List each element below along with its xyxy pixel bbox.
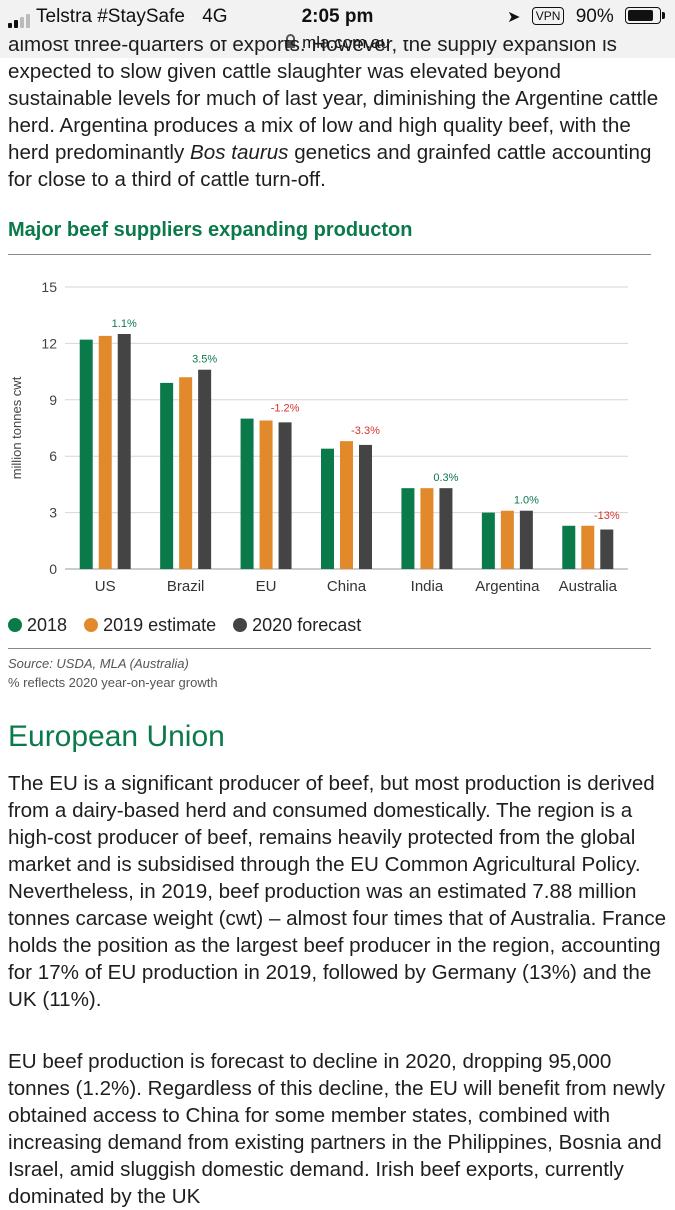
bar-india-1 [420,488,434,569]
growth-label: -3.3% [351,425,380,437]
legend-dot [233,618,248,632]
y-tick-label: 6 [49,448,57,464]
bar-india-2 [439,488,453,569]
bar-china-1 [340,441,353,569]
bar-eu-1 [259,420,273,569]
legend-dot [84,618,99,632]
section-heading: European Union [8,720,225,753]
growth-label: 0.3% [433,472,458,484]
bar-chart: 0 3 6 9 12 15 million tonnes cwt 1.1% US 3.5% Braz… [9,279,628,595]
y-tick-label: 9 [49,392,57,408]
legend-item-2018: 2018 [8,615,67,636]
bar-australia-1 [581,525,595,569]
legend-item-2020: 2020 forecast [233,615,361,636]
intro-text-end: genetics and grainfed cattle accounting … [8,141,652,191]
bar-eu-2 [278,422,292,569]
y-tick-label: 0 [49,561,57,577]
bar-china-0 [321,448,334,569]
y-tick-label: 3 [49,505,57,521]
chart-legend: 2018 2019 estimate 2020 forecast [8,615,373,636]
battery-percent: 90% [575,6,614,27]
bar-australia-2 [600,529,614,569]
paragraph: The EU is a significant producer of beef… [8,772,667,1011]
bar-eu-0 [240,418,254,569]
chart-note: % reflects 2020 year-on-year growth [8,675,218,690]
lock-icon [285,34,296,48]
x-category-label: US [95,578,116,595]
intro-paragraph: almost three-quarters of exports. Howeve… [8,40,668,193]
divider [8,648,651,649]
x-category-label: India [411,578,444,595]
x-category-label: Australia [559,578,618,595]
location-arrow-icon: ➤ [507,9,521,26]
chart-heading: Major beef suppliers expanding producton [8,219,413,241]
url-text: mla.com.au [302,33,390,52]
chart-source: Source: USDA, MLA (Australia) [8,656,189,671]
address-bar[interactable]: mla.com.au [0,33,675,53]
bar-us-0 [79,339,93,569]
growth-label: -1.2% [271,403,300,415]
status-bar: Telstra #StaySafe 4G 2:05 pm ➤ VPN 90% m… [0,0,675,58]
carrier-name: Telstra #StaySafe [36,6,185,27]
legend-dot [8,618,22,632]
bar-china-2 [359,444,372,569]
growth-label: 1.0% [514,495,539,507]
bar-argentina-2 [519,510,533,569]
battery-icon [625,7,665,24]
x-category-label: Brazil [167,578,205,595]
bar-brazil-0 [160,382,174,569]
intro-italic: Bos taurus [190,141,289,164]
bar-brazil-2 [198,369,212,569]
growth-label: 1.1% [112,318,137,330]
y-tick-label: 15 [41,279,57,295]
x-category-label: EU [256,578,277,595]
bar-australia-0 [562,525,576,569]
bar-us-2 [117,334,131,569]
y-axis-label: million tonnes cwt [9,376,24,479]
growth-label: 3.5% [192,354,217,366]
bar-india-0 [401,488,415,569]
clock: 2:05 pm [301,6,374,27]
bar-brazil-1 [179,377,193,569]
intro-text: expected to slow given cattle slaughter … [8,60,659,164]
bar-argentina-0 [481,512,495,569]
signal-strength-icon [8,10,32,28]
paragraph: EU beef production is forecast to declin… [8,1050,666,1208]
legend-item-2019: 2019 estimate [84,615,216,636]
vpn-badge: VPN [531,7,565,25]
y-tick-label: 12 [41,335,57,351]
x-category-label: China [327,578,367,595]
divider [8,254,651,255]
network-type: 4G [202,6,228,27]
growth-label: -13% [594,510,620,522]
bar-argentina-1 [500,510,514,569]
x-category-label: Argentina [475,578,540,595]
intro-partial-line: almost three-quarters of exports. Howeve… [8,40,617,56]
bar-us-1 [98,335,112,569]
